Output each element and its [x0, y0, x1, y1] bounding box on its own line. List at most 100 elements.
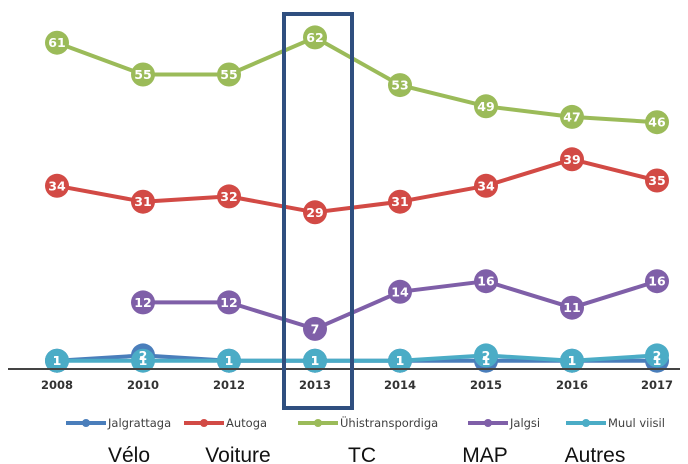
- data-point-muul-viisil-2014: [388, 348, 412, 373]
- x-tick-2015: 2015: [470, 378, 502, 392]
- series-jalgsi: [131, 269, 669, 341]
- data-label-jalgrattaga-2016: 1: [568, 353, 577, 368]
- x-tick-2017: 2017: [641, 378, 673, 392]
- data-point-jalgsi-2012: [217, 290, 241, 315]
- data-label-muul-viisil-2008: 1: [53, 353, 62, 368]
- x-tick-2014: 2014: [384, 378, 416, 392]
- x-tick-2013: 2013: [299, 378, 331, 392]
- series-muul-viisil: [45, 343, 669, 373]
- series-line-uhistranspordiga: [56, 35, 658, 125]
- data-point-autoga-2017: [645, 168, 669, 193]
- data-point-muul-viisil-2016: [560, 348, 584, 373]
- data-label-autoga-2013: 29: [306, 205, 323, 220]
- data-point-uhistranspordiga-2014: [388, 73, 412, 98]
- data-label-jalgrattaga-2012: 1: [225, 353, 234, 368]
- annotation-voiture: Voiture: [205, 444, 270, 464]
- series-uhistranspordiga: [45, 25, 669, 135]
- data-point-jalgsi-2014: [388, 279, 412, 304]
- annotation-velo: Vélo: [108, 444, 150, 464]
- data-label-jalgsi-2015: 16: [477, 274, 495, 289]
- data-label-jalgsi-2012: 12: [220, 295, 237, 310]
- data-label-uhistranspordiga-2010: 55: [134, 67, 151, 82]
- data-point-autoga-2014: [388, 189, 412, 214]
- legend-marker-muul-viisil: [582, 419, 590, 427]
- data-label-autoga-2008: 34: [48, 178, 66, 193]
- series-autoga: [45, 147, 669, 225]
- data-label-jalgrattaga-2015: 1: [482, 353, 491, 368]
- data-label-jalgsi-2010: 12: [134, 295, 151, 310]
- data-label-uhistranspordiga-2012: 55: [220, 67, 237, 82]
- series-layer: [45, 25, 669, 373]
- data-label-muul-viisil-2015: 2: [482, 348, 491, 363]
- data-point-uhistranspordiga-2015: [474, 94, 498, 119]
- data-label-jalgsi-2013: 7: [311, 321, 320, 336]
- annotation-map: MAP: [462, 444, 508, 464]
- legend-label-autoga: Autoga: [226, 416, 267, 430]
- data-point-muul-viisil-2015: [474, 343, 498, 368]
- data-point-autoga-2013: [303, 200, 327, 225]
- x-tick-labels: 2008 2010 2012 2013 2014 2015 2016 2017: [41, 378, 673, 392]
- annotation-autres: Autres: [565, 444, 626, 464]
- data-point-uhistranspordiga-2010: [131, 62, 155, 87]
- data-label-jalgrattaga-2017: 1: [653, 353, 662, 368]
- data-label-muul-viisil-2016: 1: [568, 353, 577, 368]
- data-label-jalgrattaga-2013: 1: [311, 353, 320, 368]
- data-point-muul-viisil-2008: [45, 348, 69, 373]
- data-point-jalgsi-2013: [303, 316, 327, 341]
- annotation-tc: TC: [348, 444, 376, 464]
- legend: Jalgrattaga Autoga Ühistranspordiga Jalgsi M…: [66, 414, 665, 430]
- data-point-uhistranspordiga-2008: [45, 30, 69, 55]
- data-point-autoga-2012: [217, 184, 241, 209]
- legend-marker-uhistranspordiga: [314, 419, 322, 427]
- data-label-jalgrattaga-2010: 2: [139, 348, 148, 363]
- data-point-muul-viisil-2012: [217, 348, 241, 373]
- legend-marker-jalgsi: [484, 419, 492, 427]
- legend-label-jalgsi: Jalgsi: [509, 416, 540, 430]
- legend-item-autoga: Autoga: [184, 416, 267, 430]
- data-point-jalgsi-2015: [474, 269, 498, 294]
- x-tick-2016: 2016: [556, 378, 588, 392]
- data-label-muul-viisil-2010: 1: [139, 353, 148, 368]
- legend-item-jalgrattaga: Jalgrattaga: [66, 416, 171, 430]
- legend-label-uhistranspordiga: Ühistranspordiga: [340, 414, 438, 430]
- legend-marker-jalgrattaga: [82, 419, 90, 427]
- data-label-autoga-2012: 32: [220, 189, 237, 204]
- data-point-autoga-2008: [45, 173, 69, 198]
- data-label-uhistranspordiga-2015: 49: [477, 99, 494, 114]
- data-label-uhistranspordiga-2008: 61: [48, 35, 65, 50]
- data-point-uhistranspordiga-2013: [303, 25, 327, 50]
- legend-item-muul-viisil: Muul viisil: [566, 416, 665, 430]
- data-label-autoga-2017: 35: [648, 173, 665, 188]
- highlight-box: [282, 12, 354, 410]
- data-label-jalgrattaga-2008: 1: [53, 353, 62, 368]
- data-label-autoga-2016: 39: [563, 152, 580, 167]
- legend-item-jalgsi: Jalgsi: [468, 416, 540, 430]
- legend-label-muul-viisil: Muul viisil: [608, 416, 665, 430]
- data-label-autoga-2015: 34: [477, 178, 495, 193]
- data-point-muul-viisil-2013: [303, 348, 327, 373]
- data-point-jalgsi-2016: [560, 295, 584, 320]
- data-point-autoga-2016: [560, 147, 584, 172]
- data-label-uhistranspordiga-2013: 62: [306, 30, 323, 45]
- x-tick-2010: 2010: [127, 378, 159, 392]
- data-label-uhistranspordiga-2014: 53: [391, 78, 408, 93]
- data-label-jalgsi-2016: 11: [563, 300, 580, 315]
- data-label-muul-viisil-2017: 2: [653, 348, 662, 363]
- series-line-autoga: [56, 157, 658, 215]
- legend-label-jalgrattaga: Jalgrattaga: [107, 416, 171, 430]
- data-label-autoga-2014: 31: [391, 194, 408, 209]
- data-point-jalgsi-2017: [645, 269, 669, 294]
- data-label-muul-viisil-2012: 1: [225, 353, 234, 368]
- data-label-jalgsi-2017: 16: [648, 274, 666, 289]
- data-label-uhistranspordiga-2016: 47: [563, 109, 580, 124]
- data-label-jalgsi-2014: 14: [391, 284, 409, 299]
- x-tick-2008: 2008: [41, 378, 73, 392]
- data-point-uhistranspordiga-2017: [645, 110, 669, 135]
- data-point-autoga-2015: [474, 173, 498, 198]
- x-tick-2012: 2012: [213, 378, 245, 392]
- legend-marker-autoga: [200, 419, 208, 427]
- data-label-muul-viisil-2013: 1: [311, 353, 320, 368]
- data-point-jalgsi-2010: [131, 290, 155, 315]
- annotation-labels: Vélo Voiture TC MAP Autres: [108, 444, 625, 464]
